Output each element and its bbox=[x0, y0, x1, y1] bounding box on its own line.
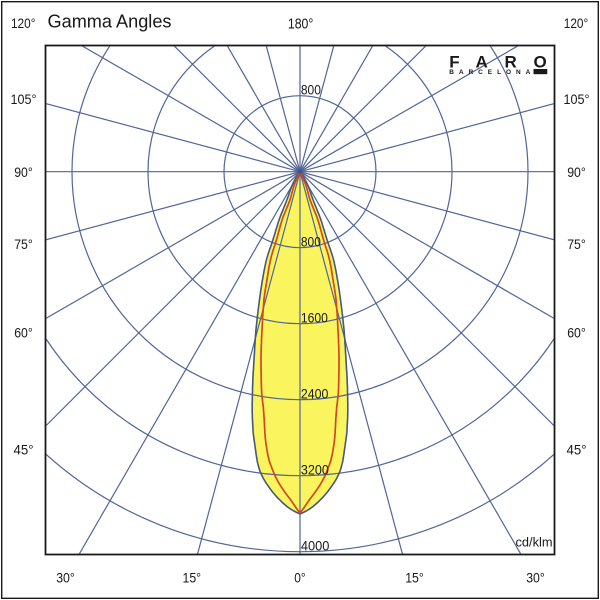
svg-text:800: 800 bbox=[301, 234, 321, 250]
svg-text:75°: 75° bbox=[567, 236, 586, 252]
svg-text:105°: 105° bbox=[564, 91, 590, 107]
svg-text:90°: 90° bbox=[567, 164, 586, 180]
svg-text:75°: 75° bbox=[14, 236, 33, 252]
svg-text:Gamma Angles: Gamma Angles bbox=[48, 12, 172, 32]
svg-text:0°: 0° bbox=[294, 569, 305, 585]
svg-text:15°: 15° bbox=[405, 569, 424, 585]
svg-text:45°: 45° bbox=[567, 441, 587, 457]
svg-text:60°: 60° bbox=[14, 324, 33, 340]
svg-text:45°: 45° bbox=[14, 441, 34, 457]
svg-text:105°: 105° bbox=[11, 91, 37, 107]
svg-text:1600: 1600 bbox=[301, 310, 328, 326]
svg-text:3200: 3200 bbox=[301, 462, 329, 478]
svg-text:90°: 90° bbox=[14, 164, 33, 180]
svg-text:180°: 180° bbox=[288, 16, 314, 33]
svg-text:30°: 30° bbox=[56, 569, 75, 585]
svg-text:2400: 2400 bbox=[301, 386, 329, 402]
svg-text:60°: 60° bbox=[567, 324, 586, 340]
svg-text:cd/klm: cd/klm bbox=[516, 534, 553, 549]
svg-text:BARCELONA: BARCELONA bbox=[449, 69, 530, 76]
svg-text:120°: 120° bbox=[11, 15, 36, 31]
svg-text:120°: 120° bbox=[564, 15, 589, 31]
svg-text:4000: 4000 bbox=[301, 538, 330, 554]
svg-text:800: 800 bbox=[301, 82, 321, 98]
svg-text:15°: 15° bbox=[183, 569, 202, 585]
svg-text:30°: 30° bbox=[526, 569, 545, 585]
